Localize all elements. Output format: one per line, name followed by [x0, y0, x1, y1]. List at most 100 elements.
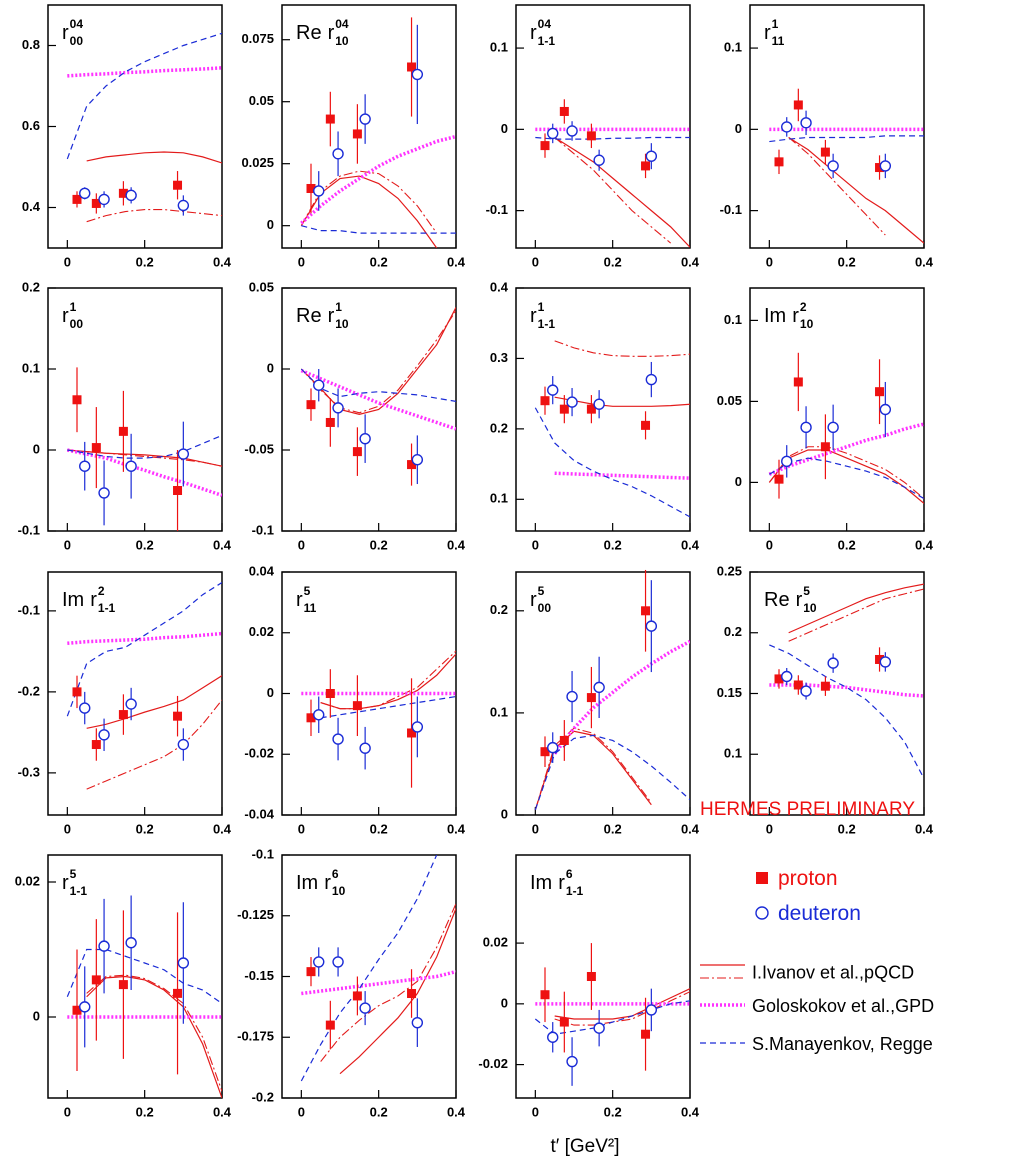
y-tick-label: -0.05 — [244, 441, 274, 456]
deuteron-point — [177, 957, 190, 969]
deuteron-point — [79, 1001, 91, 1013]
proton-point — [306, 713, 316, 723]
panel-label-symbol: r — [530, 589, 537, 611]
proton-point — [325, 1020, 335, 1030]
panel-label-sub: 00 — [70, 34, 84, 48]
deuteron-point — [125, 698, 137, 710]
panel-label-sub: 11 — [772, 34, 785, 48]
y-tick-label: -0.15 — [244, 968, 274, 983]
x-tick-label: 0.2 — [838, 821, 856, 836]
deuteron-point — [827, 160, 839, 172]
y-tick-label: -0.1 — [18, 522, 40, 537]
y-tick-label: -0.2 — [252, 1089, 274, 1104]
panel-label-symbol: r — [62, 305, 69, 327]
proton-point — [820, 147, 830, 157]
y-tick-label: -0.02 — [244, 746, 274, 761]
x-tick-label: 0.2 — [604, 821, 622, 836]
model-curve — [66, 448, 222, 498]
x-tick-label: 0.4 — [213, 254, 232, 269]
curves — [534, 639, 690, 811]
proton-point — [586, 404, 596, 414]
deuteron-point — [125, 189, 137, 202]
y-tick-label: 0 — [735, 474, 742, 489]
y-tick-label: 0.2 — [490, 420, 508, 435]
proton-point — [875, 163, 885, 173]
deuteron-point — [177, 199, 190, 212]
panel-label-sup: 04 — [335, 17, 349, 31]
curves — [300, 307, 456, 431]
y-tick-label: -0.1 — [252, 522, 274, 537]
y-tick-label: -0.1 — [18, 602, 40, 617]
proton-point — [540, 990, 550, 1000]
curves — [534, 988, 690, 1035]
y-tick-label: 0.8 — [22, 37, 40, 52]
model-curve — [554, 137, 672, 244]
model-curve — [535, 136, 690, 140]
panel-label-sub: 1-1 — [538, 317, 556, 331]
proton-point — [325, 417, 335, 427]
model-curve — [300, 369, 456, 431]
model-curve — [768, 446, 924, 500]
x-tick-label: 0.4 — [447, 537, 466, 552]
deuteron-point — [800, 685, 812, 697]
panel-label-sub: 11 — [304, 601, 317, 615]
deuteron-point — [781, 455, 793, 468]
panel-label-symbol: r — [90, 589, 97, 611]
panel-label-sup: 1 — [70, 300, 77, 314]
y-tick-label: 0.075 — [241, 31, 274, 46]
proton-point — [407, 728, 417, 738]
y-tick-label: 0.05 — [249, 279, 274, 294]
model-curve — [66, 32, 222, 160]
model-curve — [554, 991, 690, 1026]
model-curve — [320, 650, 456, 710]
y-tick-label: 0 — [735, 121, 742, 136]
deuteron-point — [800, 117, 812, 129]
proton-point — [306, 967, 316, 977]
legend-label: I.Ivanov et al.,pQCD — [752, 963, 914, 983]
model-curve — [788, 137, 886, 236]
model-curve — [534, 407, 690, 518]
x-tick-label: 0.2 — [136, 821, 154, 836]
panel-label-prefix: Im — [62, 589, 84, 611]
x-tick-label: 0.4 — [447, 254, 466, 269]
panel-label-sub: 10 — [335, 34, 349, 48]
proton-point — [325, 114, 335, 124]
proton-point — [173, 711, 183, 721]
proton-point — [352, 991, 362, 1001]
y-tick-label: 0 — [267, 360, 274, 375]
proton-point — [173, 180, 183, 190]
proton-point — [72, 395, 82, 405]
deuteron-point — [411, 1016, 424, 1029]
panel: -0.02 0 0.02 0 0.2 0.4 Im r 6 1-1 — [478, 854, 700, 1119]
proton-point — [91, 975, 101, 985]
model-curve — [769, 683, 924, 698]
x-tick-label: 0 — [532, 254, 539, 269]
panel: 0 0.025 0.05 0.075 0 0.2 0.4 Re r 04 10 — [241, 4, 466, 269]
proton-point — [72, 1005, 82, 1015]
model-curve — [554, 988, 690, 1020]
legend-symbol — [755, 906, 769, 920]
deuteron-point — [547, 127, 559, 140]
model-curve — [534, 727, 652, 811]
frame — [515, 4, 691, 249]
y-tick-label: 0.1 — [724, 312, 742, 327]
deuteron-point — [593, 398, 605, 410]
x-tick-label: 0.2 — [370, 1104, 388, 1119]
model-curve — [67, 66, 222, 78]
curves — [534, 340, 690, 518]
model-curve — [86, 151, 222, 164]
proton-point — [118, 426, 128, 436]
x-tick-label: 0 — [298, 254, 305, 269]
model-curve — [301, 225, 456, 234]
deuteron-point — [359, 113, 371, 125]
y-tick-label: 0.2 — [490, 602, 508, 617]
y-tick-label: -0.125 — [237, 907, 274, 922]
panel-label-sup: 2 — [98, 584, 105, 598]
panel: -0.1 -0.05 0 0.05 0 0.2 0.4 Re r 1 10 — [244, 279, 465, 552]
proton-point — [793, 377, 803, 387]
x-tick-label: 0.2 — [838, 254, 856, 269]
y-tick-label: 0.025 — [241, 155, 274, 170]
x-tick-label: 0 — [298, 821, 305, 836]
x-tick-label: 0 — [64, 1104, 71, 1119]
